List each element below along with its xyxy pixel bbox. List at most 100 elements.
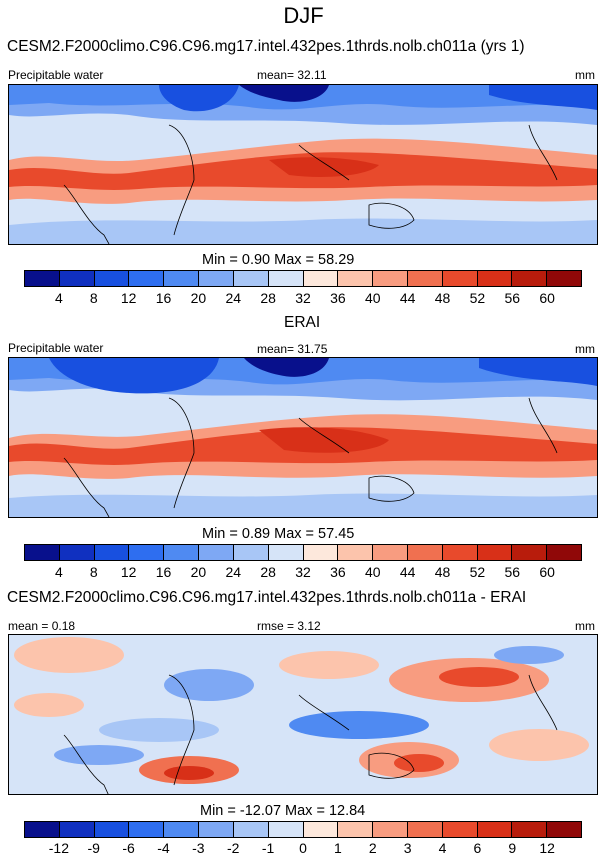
colorbar-tick-label: 32 xyxy=(295,290,311,306)
colorbar-swatch xyxy=(233,822,269,837)
colorbar-swatch xyxy=(94,271,130,286)
colorbar-tick-label: 24 xyxy=(225,290,242,306)
colorbar-tick-label: 20 xyxy=(190,564,207,580)
colorbar-swatch xyxy=(442,271,478,286)
colorbar-swatch xyxy=(268,271,304,286)
panel2-colorbar-ticks: 4 8 12 16 20 24 28 32 36 40 44 48 52 56 60 xyxy=(24,564,582,580)
colorbar-swatch xyxy=(59,822,95,837)
colorbar-swatch xyxy=(25,271,60,286)
colorbar-tick-label: 2 xyxy=(368,840,377,856)
colorbar-tick-label: 12 xyxy=(120,290,137,306)
colorbar-swatch xyxy=(164,271,200,286)
panel2-mean-label: mean= 31.75 xyxy=(257,342,328,356)
panel3-colorbar xyxy=(24,821,582,838)
colorbar-tick-label: -2 xyxy=(227,840,240,856)
colorbar-swatch xyxy=(59,271,95,286)
colorbar-swatch xyxy=(25,822,60,837)
colorbar-tick-label: 20 xyxy=(190,290,207,306)
colorbar-tick-label: 4 xyxy=(438,840,447,856)
colorbar-swatch xyxy=(303,271,339,286)
colorbar-tick-label: 28 xyxy=(260,564,276,580)
colorbar-swatch xyxy=(338,822,374,837)
panel3-colorbar-ticks: -12 -9 -6 -4 -3 -2 -1 0 1 2 3 4 6 9 12 xyxy=(24,840,582,856)
colorbar-swatch xyxy=(477,545,513,560)
panel1-map xyxy=(8,84,598,245)
colorbar-tick-label: 16 xyxy=(155,290,172,306)
colorbar-tick-label: 4 xyxy=(54,290,63,306)
colorbar-swatch xyxy=(407,545,443,560)
colorbar-tick-label: 8 xyxy=(89,564,98,580)
colorbar-tick-label: 4 xyxy=(54,564,63,580)
colorbar-tick-label: 32 xyxy=(295,564,311,580)
colorbar-swatch xyxy=(25,545,60,560)
colorbar-swatch xyxy=(233,271,269,286)
panel2-map xyxy=(8,357,598,518)
colorbar-swatch xyxy=(477,822,513,837)
colorbar-tick-label: 48 xyxy=(434,290,451,306)
colorbar-swatch xyxy=(94,545,130,560)
panel2-title: ERAI xyxy=(284,314,321,331)
panel1-mean-label: mean= 32.11 xyxy=(257,68,327,82)
colorbar-tick-label: 36 xyxy=(330,290,346,306)
colorbar-swatch xyxy=(512,271,548,286)
panel3-units: mm xyxy=(575,619,595,633)
colorbar-tick-label: 1 xyxy=(333,840,342,856)
panel1-title: CESM2.F2000climo.C96.C96.mg17.intel.432p… xyxy=(7,38,525,55)
panel1-colorbar-ticks: 4 8 12 16 20 24 28 32 36 40 44 48 52 56 60 xyxy=(24,290,582,306)
colorbar-swatch xyxy=(164,822,200,837)
panel1-left-label: Precipitable water xyxy=(8,68,104,82)
colorbar-swatch xyxy=(129,271,165,286)
colorbar-tick-label: 36 xyxy=(330,564,346,580)
colorbar-tick-label: 44 xyxy=(399,290,416,306)
panel1-units: mm xyxy=(575,68,595,82)
colorbar-swatch xyxy=(512,822,548,837)
colorbar-swatch xyxy=(94,822,130,837)
panel1-min-max: Min = 0.90 Max = 58.29 xyxy=(202,252,355,268)
colorbar-swatch xyxy=(512,545,548,560)
colorbar-swatch xyxy=(547,822,581,837)
colorbar-swatch xyxy=(442,545,478,560)
colorbar-tick-label: 24 xyxy=(225,564,242,580)
panel2-left-label: Precipitable water xyxy=(8,341,104,355)
colorbar-tick-label: 28 xyxy=(260,290,276,306)
colorbar-tick-label: 3 xyxy=(403,840,412,856)
panel3-map xyxy=(8,634,598,795)
panel3-mean-label: mean = 0.18 xyxy=(8,619,76,633)
colorbar-swatch xyxy=(268,545,304,560)
colorbar-tick-label: 6 xyxy=(473,840,482,856)
colorbar-tick-label: 16 xyxy=(155,564,172,580)
colorbar-tick-label: 44 xyxy=(399,564,416,580)
colorbar-swatch xyxy=(373,545,408,560)
colorbar-tick-label: 60 xyxy=(539,290,555,306)
panel3-title: CESM2.F2000climo.C96.C96.mg17.intel.432p… xyxy=(7,589,527,606)
panel1-colorbar xyxy=(24,270,582,287)
colorbar-swatch xyxy=(303,822,339,837)
colorbar-tick-label: 52 xyxy=(469,290,486,306)
panel3-rmse-label: rmse = 3.12 xyxy=(257,619,321,633)
colorbar-swatch xyxy=(547,545,581,560)
colorbar-swatch xyxy=(373,822,408,837)
colorbar-swatch xyxy=(233,545,269,560)
colorbar-swatch xyxy=(129,545,165,560)
colorbar-tick-label: -12 xyxy=(48,840,69,856)
colorbar-swatch xyxy=(373,271,408,286)
colorbar-tick-label: -3 xyxy=(192,840,205,856)
colorbar-tick-label: 48 xyxy=(434,564,451,580)
colorbar-swatch xyxy=(338,545,374,560)
figure-title: DJF xyxy=(283,3,324,28)
panel2-min-max: Min = 0.89 Max = 57.45 xyxy=(202,526,355,542)
colorbar-tick-label: 40 xyxy=(364,564,381,580)
colorbar-swatch xyxy=(303,545,339,560)
colorbar-tick-label: -1 xyxy=(261,840,275,856)
colorbar-tick-label: 12 xyxy=(120,564,137,580)
panel3-field xyxy=(9,635,597,794)
colorbar-swatch xyxy=(442,822,478,837)
colorbar-swatch xyxy=(59,545,95,560)
colorbar-swatch xyxy=(268,822,304,837)
colorbar-swatch xyxy=(407,822,443,837)
colorbar-tick-label: 52 xyxy=(469,564,486,580)
panel1-field xyxy=(9,85,597,244)
colorbar-tick-label: 60 xyxy=(539,564,555,580)
colorbar-swatch xyxy=(199,822,234,837)
panel3-min-max: Min = -12.07 Max = 12.84 xyxy=(200,803,366,819)
